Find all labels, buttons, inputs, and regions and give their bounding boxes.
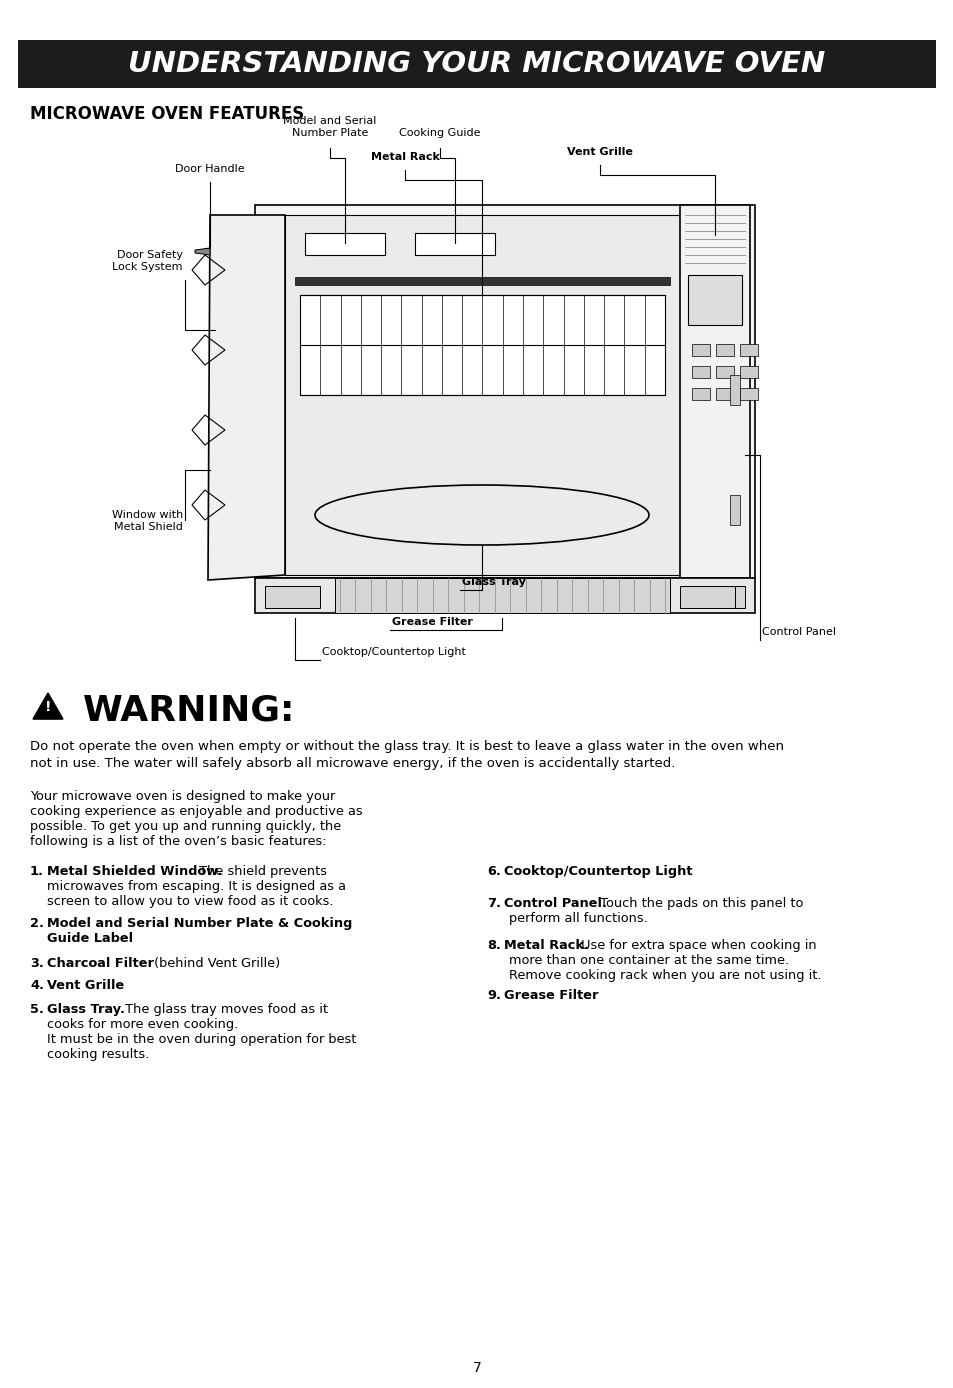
Bar	[716, 344, 733, 355]
Bar	[679, 205, 749, 577]
Bar	[254, 205, 754, 577]
Bar	[415, 233, 495, 255]
Text: 8.: 8.	[486, 940, 500, 952]
Text: Vent Grille: Vent Grille	[566, 147, 632, 157]
Bar	[679, 586, 734, 608]
Text: Window with
Metal Shield: Window with Metal Shield	[112, 509, 183, 532]
Bar	[689, 586, 744, 608]
Bar	[335, 577, 669, 613]
Text: screen to allow you to view food as it cooks.: screen to allow you to view food as it c…	[47, 895, 334, 908]
Text: Glass Tray.: Glass Tray.	[47, 1004, 125, 1016]
Text: Door Safety
Lock System: Door Safety Lock System	[112, 250, 183, 272]
Text: following is a list of the oven’s basic features:: following is a list of the oven’s basic …	[30, 836, 326, 848]
Text: Grease Filter: Grease Filter	[503, 990, 598, 1002]
Bar	[687, 275, 741, 325]
Text: Use for extra space when cooking in: Use for extra space when cooking in	[577, 940, 816, 952]
Text: It must be in the oven during operation for best: It must be in the oven during operation …	[47, 1033, 356, 1047]
Bar	[740, 389, 758, 400]
Text: Metal Shielded Window.: Metal Shielded Window.	[47, 865, 222, 879]
Text: The glass tray moves food as it: The glass tray moves food as it	[121, 1004, 328, 1016]
Text: 5.: 5.	[30, 1004, 44, 1016]
Text: Your microwave oven is designed to make your: Your microwave oven is designed to make …	[30, 790, 335, 804]
Text: more than one container at the same time.: more than one container at the same time…	[509, 954, 788, 967]
Text: 9.: 9.	[486, 990, 500, 1002]
Bar	[691, 389, 709, 400]
Text: Control Panel.: Control Panel.	[503, 897, 606, 911]
Text: The shield prevents: The shield prevents	[194, 865, 327, 879]
Bar	[740, 344, 758, 355]
Text: Metal Rack: Metal Rack	[370, 153, 439, 162]
Text: Touch the pads on this panel to: Touch the pads on this panel to	[596, 897, 802, 911]
Text: 7: 7	[472, 1362, 481, 1376]
Polygon shape	[33, 693, 63, 719]
Bar	[716, 389, 733, 400]
Bar	[265, 586, 319, 608]
Bar	[294, 278, 669, 285]
Bar	[691, 344, 709, 355]
Text: 7.: 7.	[486, 897, 500, 911]
Polygon shape	[208, 215, 285, 580]
Text: Glass Tray: Glass Tray	[461, 577, 525, 587]
Text: (behind Vent Grille): (behind Vent Grille)	[150, 956, 280, 970]
Bar	[691, 366, 709, 378]
Text: Remove cooking rack when you are not using it.: Remove cooking rack when you are not usi…	[509, 969, 821, 981]
Text: Guide Label: Guide Label	[47, 931, 133, 945]
Text: cooking experience as enjoyable and productive as: cooking experience as enjoyable and prod…	[30, 805, 362, 818]
Text: Do not operate the oven when empty or without the glass tray. It is best to leav: Do not operate the oven when empty or wi…	[30, 740, 783, 754]
Bar	[305, 233, 385, 255]
Text: MICROWAVE OVEN FEATURES: MICROWAVE OVEN FEATURES	[30, 105, 304, 124]
Text: 6.: 6.	[486, 865, 500, 879]
Text: Grease Filter: Grease Filter	[392, 618, 473, 627]
Text: Cooking Guide: Cooking Guide	[399, 128, 480, 137]
Bar	[729, 375, 740, 405]
Bar	[729, 496, 740, 525]
Bar	[299, 296, 664, 396]
Bar	[716, 366, 733, 378]
Bar	[740, 366, 758, 378]
Text: Control Panel: Control Panel	[761, 627, 835, 637]
Text: 3.: 3.	[30, 956, 44, 970]
Polygon shape	[194, 248, 210, 255]
Text: Cooktop/Countertop Light: Cooktop/Countertop Light	[322, 647, 465, 657]
Text: !: !	[45, 701, 51, 715]
Text: 4.: 4.	[30, 979, 44, 992]
Text: microwaves from escaping. It is designed as a: microwaves from escaping. It is designed…	[47, 880, 346, 892]
Text: Metal Rack.: Metal Rack.	[503, 940, 588, 952]
Text: perform all functions.: perform all functions.	[509, 912, 647, 924]
Text: WARNING:: WARNING:	[83, 693, 295, 727]
Text: Model and Serial
Number Plate: Model and Serial Number Plate	[283, 117, 376, 137]
Text: possible. To get you up and running quickly, the: possible. To get you up and running quic…	[30, 820, 341, 833]
Text: 1.: 1.	[30, 865, 44, 879]
Text: Vent Grille: Vent Grille	[47, 979, 124, 992]
Text: not in use. The water will safely absorb all microwave energy, if the oven is ac: not in use. The water will safely absorb…	[30, 756, 675, 770]
Bar	[18, 40, 935, 87]
Bar	[285, 215, 679, 575]
Text: cooks for more even cooking.: cooks for more even cooking.	[47, 1017, 238, 1031]
Text: Charcoal Filter: Charcoal Filter	[47, 956, 153, 970]
Text: 2.: 2.	[30, 917, 44, 930]
Text: UNDERSTANDING YOUR MICROWAVE OVEN: UNDERSTANDING YOUR MICROWAVE OVEN	[129, 50, 824, 78]
Text: Door Handle: Door Handle	[175, 164, 245, 174]
Text: cooking results.: cooking results.	[47, 1048, 149, 1060]
Bar	[254, 577, 754, 613]
Text: Cooktop/Countertop Light: Cooktop/Countertop Light	[503, 865, 692, 879]
Text: Model and Serial Number Plate & Cooking: Model and Serial Number Plate & Cooking	[47, 917, 352, 930]
